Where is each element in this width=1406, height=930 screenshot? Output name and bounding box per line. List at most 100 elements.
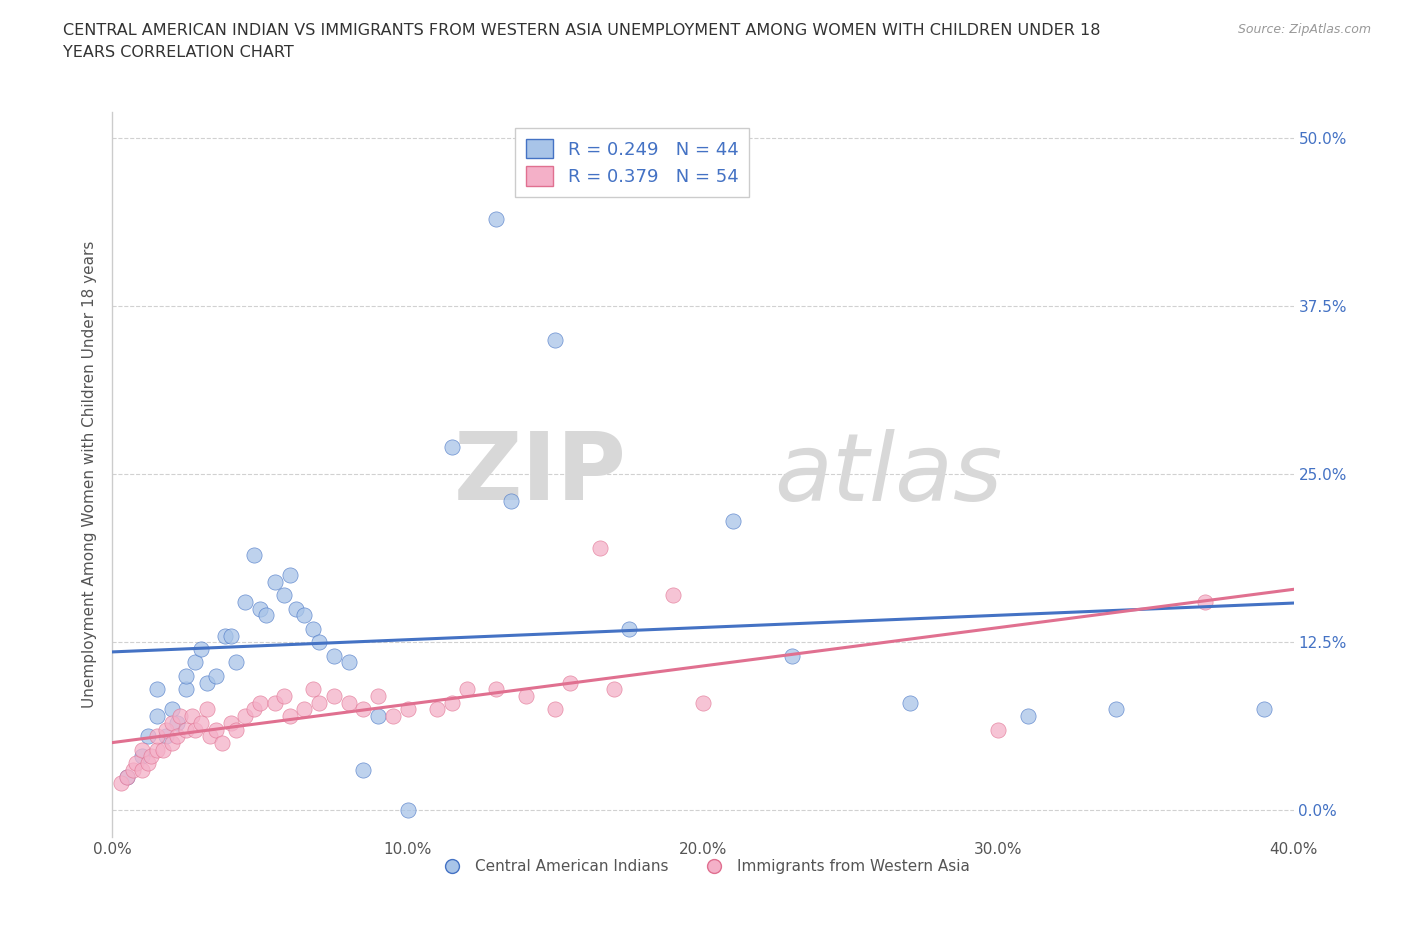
Point [292, 702, 315, 717]
Point [1105, 702, 1128, 717]
Point [190, 642, 212, 657]
Point [337, 655, 360, 670]
Point [323, 648, 346, 663]
Point [264, 575, 287, 590]
Point [544, 333, 567, 348]
Point [122, 763, 145, 777]
Point [780, 648, 803, 663]
Text: Source: ZipAtlas.com: Source: ZipAtlas.com [1237, 23, 1371, 36]
Point [485, 682, 508, 697]
Point [225, 722, 247, 737]
Point [382, 709, 405, 724]
Point [233, 709, 256, 724]
Point [352, 763, 374, 777]
Point [692, 696, 714, 711]
Text: atlas: atlas [773, 429, 1002, 520]
Point [146, 682, 169, 697]
Point [721, 514, 744, 529]
Point [367, 709, 389, 724]
Point [131, 749, 153, 764]
Point [515, 688, 537, 703]
Point [139, 749, 162, 764]
Point [214, 628, 236, 643]
Point [166, 729, 188, 744]
Point [243, 548, 266, 563]
Point [190, 715, 212, 730]
Legend: Central American Indians, Immigrants from Western Asia: Central American Indians, Immigrants fro… [430, 853, 976, 880]
Text: ZIP: ZIP [453, 429, 626, 520]
Point [337, 696, 360, 711]
Point [603, 682, 626, 697]
Point [233, 594, 256, 609]
Point [195, 675, 218, 690]
Point [174, 669, 197, 684]
Point [249, 696, 271, 711]
Point [205, 722, 228, 737]
Point [278, 709, 301, 724]
Point [588, 540, 610, 555]
Point [456, 682, 478, 697]
Point [160, 715, 183, 730]
Point [249, 601, 271, 616]
Point [155, 729, 177, 744]
Point [254, 608, 277, 623]
Point [278, 567, 301, 582]
Point [184, 655, 207, 670]
Point [243, 702, 266, 717]
Point [155, 722, 177, 737]
Point [125, 756, 148, 771]
Point [205, 669, 228, 684]
Point [619, 621, 641, 636]
Point [273, 588, 295, 603]
Point [131, 742, 153, 757]
Point [987, 722, 1010, 737]
Point [367, 688, 389, 703]
Point [898, 696, 921, 711]
Point [160, 736, 183, 751]
Point [441, 696, 464, 711]
Point [308, 696, 330, 711]
Point [264, 696, 287, 711]
Point [198, 729, 221, 744]
Point [160, 702, 183, 717]
Point [284, 601, 307, 616]
Point [302, 682, 325, 697]
Point [174, 722, 197, 737]
Point [1253, 702, 1275, 717]
Point [662, 588, 685, 603]
Point [146, 709, 169, 724]
Point [152, 742, 174, 757]
Point [558, 675, 582, 690]
Point [117, 769, 138, 784]
Point [225, 655, 247, 670]
Point [396, 803, 419, 817]
Point [292, 608, 315, 623]
Point [1017, 709, 1039, 724]
Point [166, 715, 188, 730]
Point [501, 494, 523, 509]
Point [485, 212, 508, 227]
Point [110, 776, 132, 790]
Point [184, 722, 207, 737]
Point [308, 635, 330, 650]
Point [323, 688, 346, 703]
Point [195, 702, 218, 717]
Point [131, 763, 153, 777]
Point [1194, 594, 1216, 609]
Point [544, 702, 567, 717]
Point [441, 440, 464, 455]
Point [273, 688, 295, 703]
Point [136, 756, 159, 771]
Point [352, 702, 374, 717]
Point [211, 736, 233, 751]
Text: CENTRAL AMERICAN INDIAN VS IMMIGRANTS FROM WESTERN ASIA UNEMPLOYMENT AMONG WOMEN: CENTRAL AMERICAN INDIAN VS IMMIGRANTS FR… [63, 23, 1101, 38]
Point [136, 729, 159, 744]
Point [146, 729, 169, 744]
Point [219, 628, 242, 643]
Point [174, 682, 197, 697]
Point [302, 621, 325, 636]
Point [117, 769, 138, 784]
Point [146, 742, 169, 757]
Point [219, 715, 242, 730]
Text: YEARS CORRELATION CHART: YEARS CORRELATION CHART [63, 45, 294, 60]
